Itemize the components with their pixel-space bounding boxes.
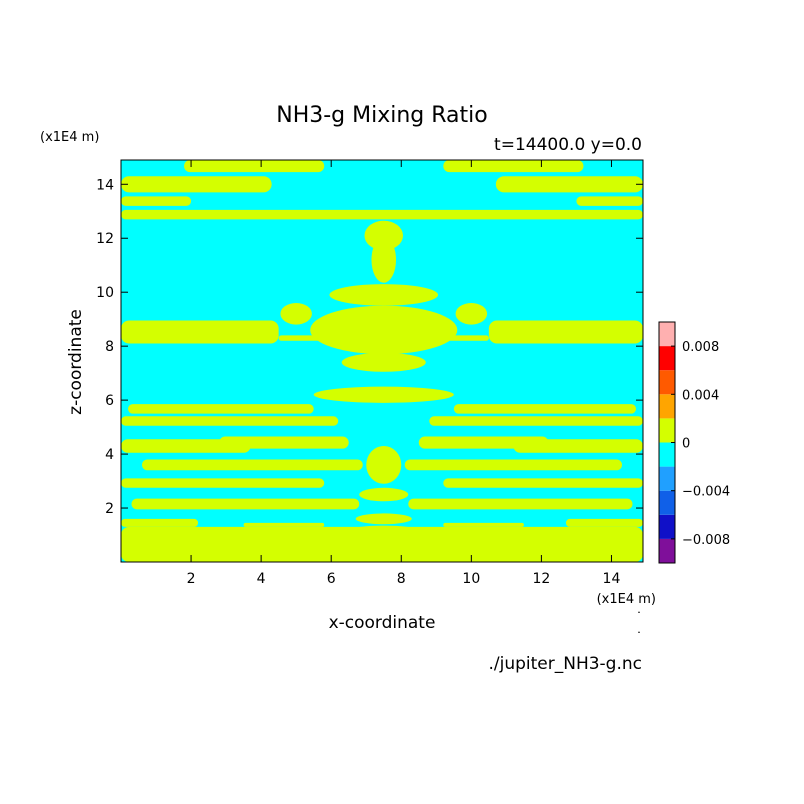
x-axis-label: x-coordinate [329,613,436,633]
positive-band [121,209,643,220]
positive-band [453,404,636,414]
y-axis-label: z-coordinate [66,309,86,415]
positive-band [443,478,643,488]
positive-band [408,498,633,510]
x-unit-mark-1: ˙ [636,611,643,626]
colorbar-tick-label: 0 [682,437,690,452]
x-ticks: 2 4 6 8 10 12 14 [187,160,621,587]
colorbar-swatch [659,514,675,539]
colorbar-tick-label: 0.008 [682,340,719,355]
y-ticks: 2 4 6 8 10 12 14 [96,177,643,517]
source-file-label: ./jupiter_NH3-g.nc [488,654,642,674]
plot-frame [120,159,644,563]
positive-band [429,416,643,426]
positive-band [443,522,524,527]
positive-band [418,436,549,449]
positive-band [488,320,643,344]
positive-band [495,176,643,193]
positive-blob [280,302,312,325]
colorbar-swatch [659,418,675,443]
colorbar-swatch [659,490,675,515]
colorbar-tick-label: −0.008 [682,533,730,548]
positive-blob [359,487,409,502]
positive-band [219,436,349,449]
x-tick-label: 6 [327,571,336,587]
positive-blob [366,445,402,484]
positive-band [121,478,325,488]
colorbar-ticks: −0.008 −0.004 0 0.004 0.008 [671,340,730,548]
positive-band [121,320,279,344]
plot-fill [121,160,643,562]
x-tick-label: 10 [462,571,480,587]
colorbar-tick-label: 0.004 [682,388,719,403]
positive-blob [455,302,488,325]
chart-title: NH3-g Mixing Ratio [276,103,488,128]
positive-band [121,416,339,426]
colorbar-tick-label: −0.004 [682,485,730,500]
positive-band [121,518,199,527]
positive-blob [371,236,397,283]
x-axis-unit: (x1E4 m) [597,592,656,607]
positive-band [184,160,325,173]
y-tick-label: 10 [96,285,114,301]
positive-band [404,459,622,471]
colorbar-swatch [659,466,675,491]
colorbar-swatch [659,442,675,467]
positive-band [243,522,325,527]
positive-blob [364,220,404,251]
colorbar-swatch [659,322,675,347]
x-tick-label: 12 [532,571,550,587]
positive-blob [329,284,439,306]
positive-blob [355,513,412,525]
chart-subtitle: t=14400.0 y=0.0 [494,135,642,155]
positive-band [142,459,363,471]
positive-band [121,439,251,453]
positive-band [128,404,314,414]
x-tick-label: 14 [603,571,621,587]
colorbar-swatch [659,346,675,371]
positive-band [121,176,272,193]
y-tick-label: 12 [96,231,114,247]
x-tick-label: 4 [257,571,266,587]
positive-band [121,196,192,206]
y-tick-label: 6 [105,393,114,409]
y-tick-label: 8 [105,339,114,355]
positive-blob [310,305,458,355]
positive-blob [341,352,426,372]
colorbar-swatch [659,394,675,419]
positive-band [565,518,643,527]
x-unit-mark-2: ˙ [636,631,643,646]
positive-band [576,196,643,206]
colorbar [659,322,675,563]
positive-band [121,526,643,562]
colorbar-swatch [659,538,675,563]
positive-blob [352,525,416,534]
y-tick-label: 4 [105,447,114,463]
positive-band [131,498,360,510]
x-tick-label: 8 [397,571,406,587]
y-tick-label: 2 [105,501,114,517]
colorbar-swatch [659,370,675,395]
positive-band [443,160,584,173]
x-tick-label: 2 [187,571,196,587]
y-axis-unit: (x1E4 m) [40,130,99,145]
positive-blob [313,386,454,403]
y-tick-label: 14 [96,177,114,193]
